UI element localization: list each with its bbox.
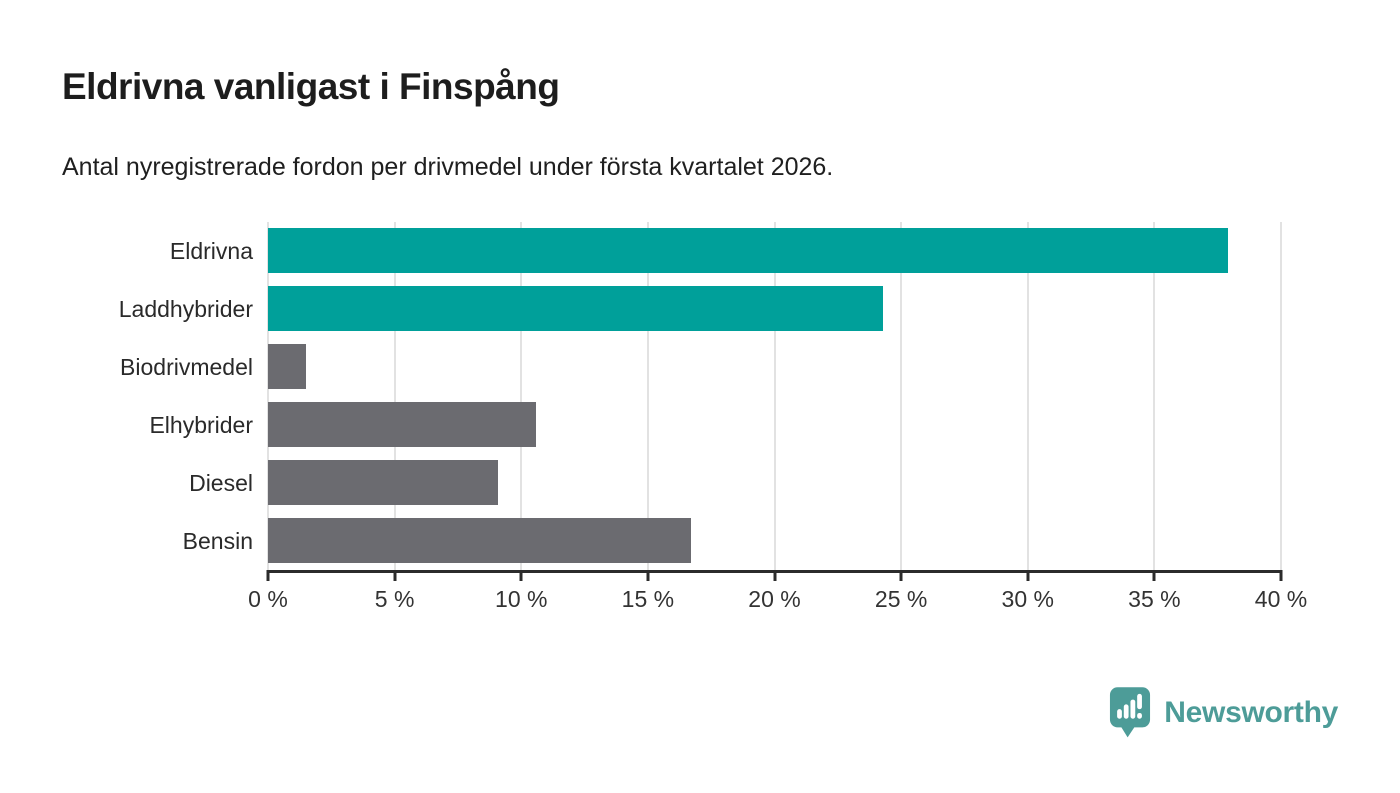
bar-diesel	[268, 460, 499, 505]
x-tick	[899, 570, 903, 581]
x-tick	[393, 570, 397, 581]
gridline	[1153, 222, 1156, 570]
category-label-bensin: Bensin	[182, 528, 253, 554]
bar-row	[268, 512, 1281, 570]
bar-bensin	[268, 518, 691, 563]
bar-laddhybrider	[268, 286, 884, 331]
bar-elhybrider	[268, 402, 537, 447]
gridline	[1026, 222, 1029, 570]
x-tick	[266, 570, 270, 581]
bar-biodrivmedel	[268, 344, 306, 389]
x-tick-label: 25 %	[874, 586, 928, 612]
x-tick-label: 30 %	[1001, 586, 1054, 612]
category-axis-labels: Eldrivna Laddhybrider Biodrivmedel Elhybrid…	[0, 222, 253, 570]
gridline	[773, 222, 776, 570]
gridline	[393, 222, 396, 570]
x-tick	[773, 570, 776, 581]
bar-eldrivna	[268, 228, 1228, 273]
plot-area	[267, 222, 1282, 570]
bar-row	[268, 338, 1281, 396]
x-tick	[519, 570, 523, 581]
x-tick-label: 35 %	[1128, 586, 1181, 612]
bar-row	[268, 454, 1281, 512]
x-tick	[646, 570, 650, 581]
x-tick-label: 0 %	[248, 586, 288, 612]
newsworthy-icon	[1110, 687, 1151, 738]
bar-row	[268, 396, 1281, 454]
x-tick-label: 10 %	[495, 586, 548, 612]
x-tick-label: 40 %	[1254, 586, 1308, 612]
bar-row	[268, 222, 1281, 280]
category-label-diesel: Diesel	[189, 470, 253, 496]
brand-logo: Newsworthy	[1109, 686, 1338, 740]
category-label-elhybrider: Elhybrider	[149, 412, 253, 438]
category-label-eldrivna: Eldrivna	[169, 238, 253, 264]
chart-title: Eldrivna vanligast i Finspång	[62, 66, 560, 107]
gridline	[646, 222, 649, 570]
brand-name: Newsworthy	[1164, 696, 1338, 729]
x-tick	[1152, 570, 1156, 581]
bar-row	[268, 280, 1281, 338]
gridline	[900, 222, 903, 570]
x-tick	[1279, 570, 1283, 581]
category-label-biodrivmedel: Biodrivmedel	[120, 354, 253, 380]
gridline	[267, 222, 269, 570]
x-tick-label: 5 %	[374, 586, 415, 612]
x-tick-label: 15 %	[621, 586, 675, 612]
x-axis: 0 % 5 % 10 % 15 % 20 % 25 % 30 % 35 % 40 %	[248, 570, 1307, 612]
gridline	[520, 222, 523, 570]
x-tick	[1026, 570, 1030, 581]
gridline	[1280, 222, 1282, 570]
category-label-laddhybrider: Laddhybrider	[118, 296, 253, 322]
chart-subtitle: Antal nyregistrerade fordon per drivmede…	[62, 153, 834, 181]
x-tick-label: 20 %	[748, 586, 801, 612]
